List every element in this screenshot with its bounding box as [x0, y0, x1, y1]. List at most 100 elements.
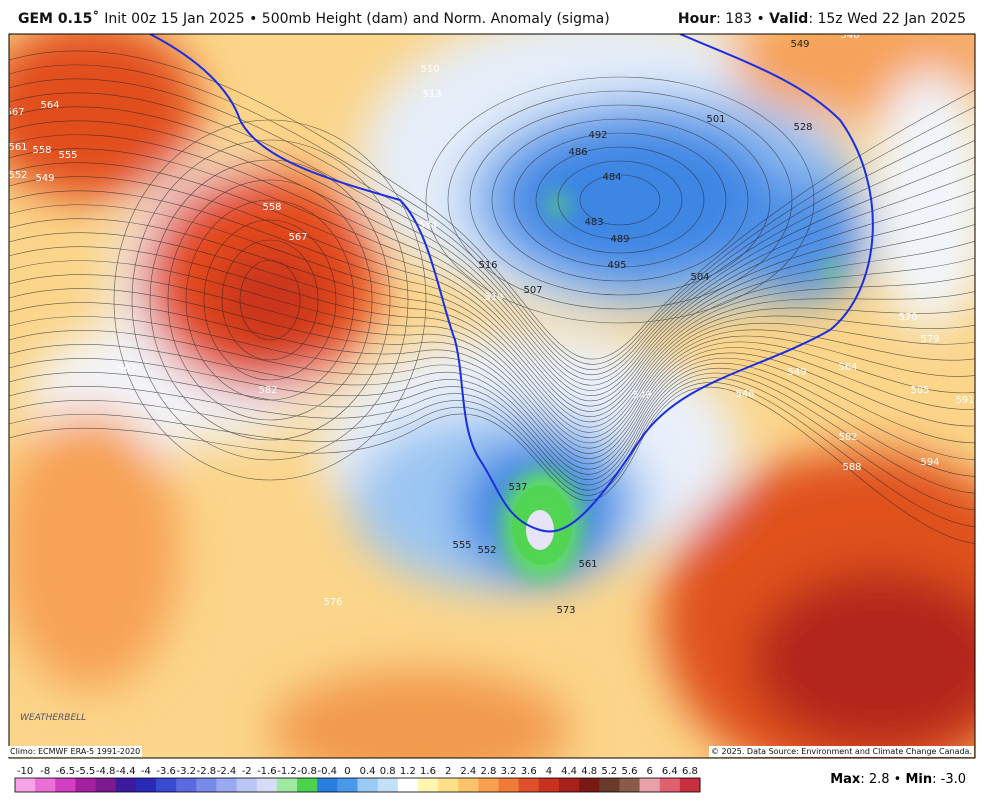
- max-label: Max: [830, 772, 861, 787]
- contour-line: [9, 367, 975, 480]
- contour-label: 501: [706, 114, 725, 125]
- colorbar-label: 2: [445, 766, 451, 777]
- contour-line: [9, 246, 975, 433]
- contour-line: [9, 274, 975, 444]
- colorbar-swatch: [659, 778, 681, 792]
- contour-ring: [113, 119, 427, 481]
- colorbar-label: -0.8: [297, 766, 317, 777]
- contour-line: [9, 120, 975, 386]
- contour-label: 552: [477, 545, 496, 556]
- max-min: Max: 2.8 • Min: -3.0: [830, 772, 966, 787]
- colorbar-label: -2: [242, 766, 252, 777]
- contour-label: 588: [842, 462, 861, 473]
- colorbar-swatch: [397, 778, 419, 792]
- colorbar-label: 0.4: [360, 766, 376, 777]
- colorbar-swatch: [75, 778, 97, 792]
- colorbar-label: -2.8: [197, 766, 217, 777]
- contour-ring: [131, 139, 409, 461]
- contour-label: 507: [523, 285, 542, 296]
- colorbar-label: -1.6: [257, 766, 277, 777]
- colorbar-swatch: [256, 778, 278, 792]
- colorbar-swatch: [156, 778, 177, 792]
- contour-ring: [535, 146, 705, 254]
- colorbar-label: 5.6: [622, 766, 638, 777]
- colorbar-swatch: [377, 778, 399, 792]
- contour-line: [9, 372, 975, 494]
- colorbar-frame: [14, 777, 701, 793]
- contour-line: [9, 190, 975, 412]
- contour-line: [9, 162, 975, 402]
- colorbar-label: 3.6: [521, 766, 537, 777]
- contour-label: 516: [478, 260, 497, 271]
- contour-label: 582: [838, 432, 857, 443]
- contour-label: 549: [632, 390, 651, 401]
- colorbar-swatch: [438, 778, 459, 792]
- contour-line: [9, 78, 975, 370]
- colorbar-swatch: [337, 778, 358, 792]
- contour-line: [9, 204, 975, 417]
- colorbar-label: 6.4: [662, 766, 678, 777]
- colorbar-swatch: [679, 778, 701, 792]
- contour-ring: [167, 179, 373, 421]
- colorbar-label: -1.2: [277, 766, 297, 777]
- colorbar-label: 2.4: [460, 766, 476, 777]
- valid: : 15z Wed 22 Jan 2025: [808, 11, 966, 27]
- contour-label: 484: [602, 172, 621, 183]
- logo: WEATHERBELL: [20, 713, 86, 723]
- contour-label: 570: [898, 312, 917, 323]
- contour-label: 537: [508, 482, 527, 493]
- hour-label: Hour: [677, 11, 717, 27]
- contour-label: 492: [588, 130, 607, 141]
- hour: : 183 •: [716, 11, 770, 27]
- colorbar-swatch: [357, 778, 379, 792]
- contour-label: 555: [452, 540, 471, 551]
- contour-label: 594: [920, 457, 939, 468]
- colorbar-swatch: [95, 778, 117, 792]
- contour-line: [9, 92, 975, 376]
- contour-label: 576: [323, 597, 342, 608]
- contour-line: [9, 386, 975, 544]
- valid-label: Valid: [769, 11, 809, 27]
- colorbar-label: -3.6: [156, 766, 176, 777]
- max: : 2.8 •: [860, 772, 906, 787]
- contour-label: 567: [5, 107, 24, 118]
- contour-label: 561: [578, 559, 597, 570]
- contour-ring: [185, 199, 355, 401]
- colorbar-swatch: [417, 778, 439, 792]
- colorbar-label: 0.8: [380, 766, 396, 777]
- colorbar-swatch: [558, 778, 580, 792]
- colorbar-swatch: [55, 778, 76, 792]
- description: Init 00z 15 Jan 2025 • 500mb Height (dam…: [104, 11, 610, 27]
- colorbar-label: -5.5: [76, 766, 96, 777]
- contour-line: [9, 148, 975, 397]
- colorbar-swatch: [35, 778, 56, 792]
- contour-label: 558: [262, 202, 281, 213]
- colorbar-label: 4.8: [581, 766, 597, 777]
- contour-ring: [513, 132, 727, 268]
- contour-line: [9, 288, 975, 449]
- colorbar-swatch: [236, 778, 258, 792]
- contour-label: 573: [556, 605, 575, 616]
- contour-ring: [203, 219, 337, 381]
- contour-label: 561: [8, 142, 27, 153]
- colorbar-label: 4.4: [561, 766, 577, 777]
- colorbar-label: -4: [141, 766, 151, 777]
- colorbar-swatch: [276, 778, 298, 792]
- contour-line: [9, 330, 975, 465]
- contour-label: 585: [910, 385, 929, 396]
- colorbar-swatch: [15, 778, 36, 792]
- contour-line: [9, 176, 975, 407]
- header-right: Hour: 183 • Valid: 15z Wed 22 Jan 2025: [678, 11, 966, 27]
- colorbar-label: -2.4: [217, 766, 237, 777]
- contour-label: 513: [422, 89, 441, 100]
- contour-label: 552: [8, 170, 27, 181]
- contour-label: 519: [484, 292, 503, 303]
- contour-label: 549: [790, 39, 809, 50]
- contour-label: 546: [840, 30, 859, 41]
- colorbar: -10 -8 -6.5 -5.5 -4.8 -4.4 -4 -3.6 -3.2 -2.8 -2.4-…: [14, 766, 701, 793]
- colorbar-swatch: [458, 778, 479, 792]
- contour-ring: [469, 104, 771, 296]
- contour-label: 549: [787, 367, 806, 378]
- contour-label: 564: [838, 362, 857, 373]
- contour-line: [9, 382, 975, 528]
